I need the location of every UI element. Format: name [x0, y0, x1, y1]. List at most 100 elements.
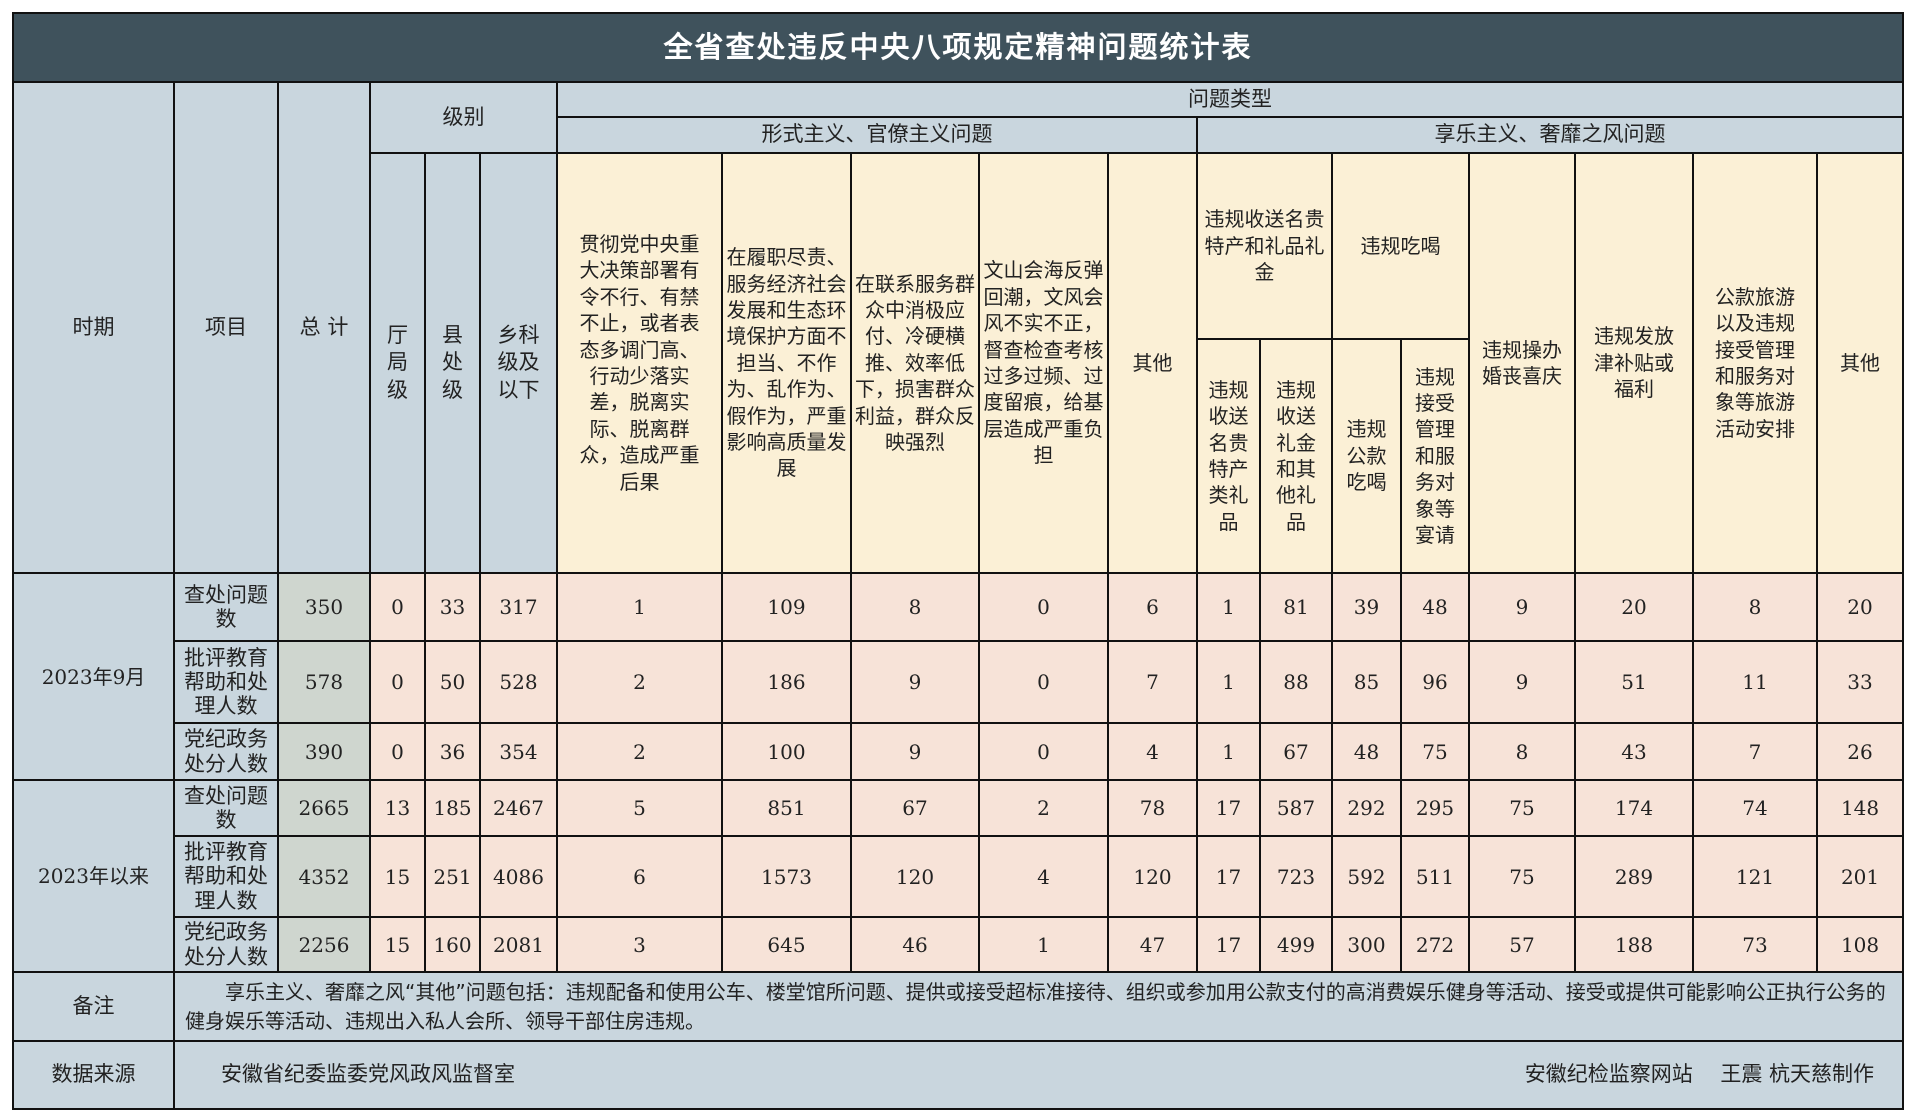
source-row: 数据来源 安徽省纪委监委党风政风监督室 安徽纪检监察网站 王震 杭天慈制作: [12, 1040, 1905, 1110]
value-cell: 85: [1331, 640, 1402, 724]
value-cell: 17: [1196, 835, 1261, 918]
value-cell: 75: [1468, 835, 1576, 918]
value-cell: 6: [556, 835, 723, 918]
value-cell: 108: [1815, 916, 1905, 973]
value-cell: 6: [1107, 572, 1198, 642]
period-label: 2023年9月: [12, 572, 175, 781]
value-cell: 9: [850, 722, 980, 781]
value-cell: 1: [1196, 572, 1261, 642]
value-cell: 51: [1574, 640, 1694, 724]
value-cell: 2: [556, 640, 723, 724]
value-cell: 120: [850, 835, 980, 918]
header-gifts-specialty: 违规收送名贵特产类礼品: [1196, 338, 1261, 574]
value-cell: 96: [1400, 640, 1470, 724]
value-cell: 43: [1574, 722, 1694, 781]
value-cell: 33: [1815, 640, 1905, 724]
value-cell: 7: [1107, 640, 1198, 724]
value-cell: 0: [369, 572, 426, 642]
header-level-township: 乡科级及以下: [479, 152, 558, 574]
table-row: 批评教育帮助和处理人数 4352 15 251 4086 6 1573 120 4 120 17 72…: [13, 835, 1905, 918]
value-cell: 272: [1400, 916, 1470, 973]
source-credit: 安徽纪检监察网站 王震 杭天慈制作: [1524, 1062, 1875, 1087]
value-cell: 74: [1692, 779, 1818, 837]
value-cell: 81: [1259, 572, 1333, 642]
header-dining: 违规吃喝: [1331, 152, 1470, 340]
value-cell: 9: [1468, 640, 1576, 724]
value-cell: 4: [1107, 722, 1198, 781]
header-formalism-other: 其他: [1107, 152, 1198, 574]
value-cell: 26: [1815, 722, 1905, 781]
value-cell: 8: [1468, 722, 1576, 781]
header-total: 总 计: [277, 81, 371, 574]
value-cell: 73: [1692, 916, 1818, 973]
source-label: 数据来源: [12, 1040, 175, 1110]
header-formalism-col-1: 贯彻党中央重大决策部署有令不行、有禁不止，或者表态多调门高、行动少落实差，脱离实…: [556, 152, 723, 574]
value-cell: 20: [1574, 572, 1694, 642]
header-level-county: 县处级: [424, 152, 481, 574]
value-cell: 0: [978, 722, 1109, 781]
value-cell: 4: [978, 835, 1109, 918]
row-item-label: 党纪政务处分人数: [173, 916, 279, 973]
header-formalism: 形式主义、官僚主义问题: [556, 116, 1198, 154]
value-cell: 67: [850, 779, 980, 837]
value-cell: 67: [1259, 722, 1333, 781]
value-cell: 48: [1400, 572, 1470, 642]
value-cell: 1: [556, 572, 723, 642]
value-cell: 15: [369, 835, 426, 918]
value-cell: 587: [1259, 779, 1333, 837]
header-hedonism: 享乐主义、奢靡之风问题: [1195, 116, 1905, 154]
header-item: 项目: [173, 81, 279, 574]
value-cell: 851: [721, 779, 852, 837]
header-level: 级别: [369, 81, 558, 154]
header-formalism-col-3: 在联系服务群众中消极应付、冷硬横推、效率低下，损害群众利益，群众反映强烈: [850, 152, 980, 574]
value-cell: 723: [1259, 835, 1333, 918]
value-cell: 2467: [479, 779, 558, 837]
value-cell: 174: [1574, 779, 1694, 837]
remarks-row: 备注 享乐主义、奢靡之风“其他”问题包括：违规配备和使用公车、楼堂馆所问题、提供…: [12, 971, 1905, 1042]
row-item-label: 查处问题数: [173, 572, 279, 642]
value-cell: 2: [556, 722, 723, 781]
value-cell: 8: [850, 572, 980, 642]
value-cell: 39: [1331, 572, 1402, 642]
period-label: 2023年以来: [12, 779, 175, 973]
value-cell: 9: [1468, 572, 1576, 642]
value-cell: 0: [369, 722, 426, 781]
value-cell: 13: [369, 779, 426, 837]
row-item-label: 批评教育帮助和处理人数: [173, 640, 279, 724]
total-cell: 578: [277, 640, 371, 724]
total-cell: 390: [277, 722, 371, 781]
value-cell: 2: [978, 779, 1109, 837]
value-cell: 185: [424, 779, 481, 837]
total-cell: 4352: [277, 835, 371, 918]
value-cell: 100: [721, 722, 852, 781]
value-cell: 0: [978, 572, 1109, 642]
header-gifts: 违规收送名贵特产和礼品礼金: [1196, 152, 1333, 340]
source-cell: 安徽省纪委监委党风政风监督室 安徽纪检监察网站 王震 杭天慈制作: [172, 1040, 1905, 1110]
value-cell: 75: [1468, 779, 1576, 837]
value-cell: 201: [1815, 835, 1905, 918]
value-cell: 295: [1400, 779, 1470, 837]
value-cell: 7: [1692, 722, 1818, 781]
statistics-table: 全省查处违反中央八项规定精神问题统计表 时期 项目 总 计 级别 问题类型 形式…: [11, 12, 1905, 1110]
value-cell: 645: [721, 916, 852, 973]
header-allowances: 违规发放津补贴或福利: [1574, 152, 1694, 574]
value-cell: 57: [1468, 916, 1576, 973]
value-cell: 251: [424, 835, 481, 918]
value-cell: 0: [978, 640, 1109, 724]
value-cell: 15: [369, 916, 426, 973]
header-dining-banquet: 违规接受管理和服务对象等宴请: [1400, 338, 1470, 574]
value-cell: 17: [1196, 916, 1261, 973]
value-cell: 160: [424, 916, 481, 973]
value-cell: 9: [850, 640, 980, 724]
value-cell: 3: [556, 916, 723, 973]
value-cell: 17: [1196, 779, 1261, 837]
value-cell: 292: [1331, 779, 1402, 837]
source-value: 安徽省纪委监委党风政风监督室: [221, 1062, 515, 1087]
value-cell: 46: [850, 916, 980, 973]
header-travel: 公款旅游以及违规接受管理和服务对象等旅游活动安排: [1692, 152, 1818, 574]
value-cell: 1: [1196, 640, 1261, 724]
value-cell: 186: [721, 640, 852, 724]
value-cell: 511: [1400, 835, 1470, 918]
header-formalism-col-4: 文山会海反弹回潮，文风会风不实不正，督查检查考核过多过频、过度留痕，给基层造成严…: [978, 152, 1109, 574]
header-period: 时期: [12, 81, 175, 574]
